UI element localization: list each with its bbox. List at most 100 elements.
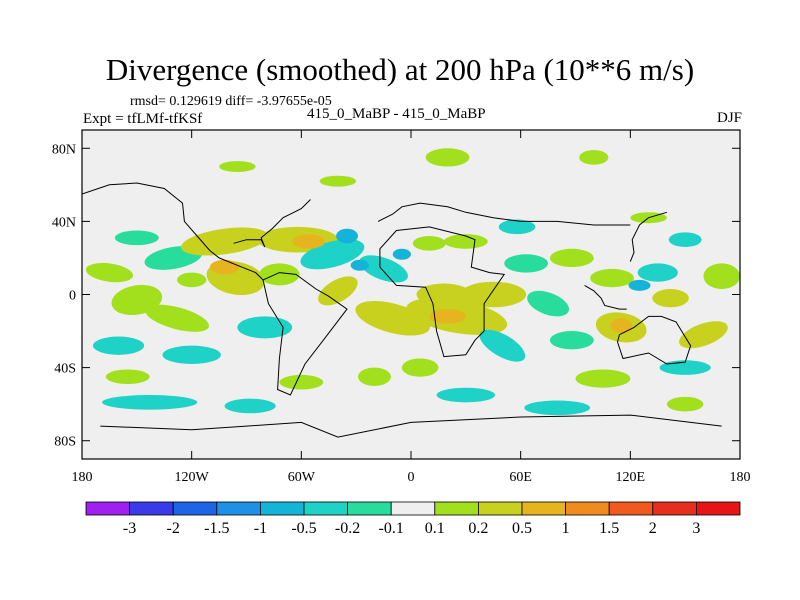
colorbar-swatch-13 bbox=[652, 501, 697, 516]
field-patch-20 bbox=[416, 283, 472, 306]
field-patch-44 bbox=[579, 150, 609, 165]
colorbar-swatch-1 bbox=[129, 501, 174, 516]
colorbar-swatch-3 bbox=[216, 501, 261, 516]
x-tick-label-0: 180 bbox=[72, 470, 93, 485]
colorbar-swatch-5 bbox=[303, 501, 348, 516]
colorbar-swatch-11 bbox=[565, 501, 610, 516]
rmsd-diff-stats: rmsd= 0.129619 diff= -3.97655e-05 bbox=[130, 94, 332, 109]
colorbar-swatch-7 bbox=[390, 501, 436, 516]
field-patch-14 bbox=[105, 369, 150, 385]
season-label: DJF bbox=[716, 110, 742, 126]
field-patch-32 bbox=[549, 248, 594, 268]
x-tick-label-1: 120W bbox=[175, 470, 210, 485]
colorbar-label-13: 3 bbox=[692, 520, 700, 537]
coastline-8 bbox=[233, 199, 311, 248]
field-patch-55 bbox=[336, 228, 358, 244]
field-patch-29 bbox=[443, 234, 488, 249]
colorbar-label-9: 0.5 bbox=[512, 520, 532, 537]
experiment-label: Expt = tfLMf-tfKSf bbox=[83, 111, 203, 127]
field-patch-41 bbox=[549, 331, 594, 350]
field-patch-23 bbox=[401, 358, 439, 377]
field-patch-39 bbox=[652, 289, 689, 308]
field-patch-50 bbox=[209, 259, 240, 275]
field-patch-51 bbox=[292, 234, 326, 249]
field-patch-26 bbox=[524, 400, 591, 416]
field-patch-49 bbox=[279, 374, 324, 390]
colorbar-label-3: -1 bbox=[254, 520, 267, 537]
field-patch-58 bbox=[392, 248, 411, 260]
coastline-2 bbox=[262, 272, 348, 396]
field-patch-36 bbox=[703, 263, 740, 290]
coastline-0 bbox=[377, 202, 631, 226]
coastline-7 bbox=[82, 182, 264, 281]
field-patch-22 bbox=[479, 329, 526, 362]
colorbar-label-6: -0.1 bbox=[379, 520, 404, 537]
colorbar-labels: -3 -2 -1.5 -1 -0.5 -0.2 -0.1 0.1 0.2 0.5 1 1.5 2 3 bbox=[123, 520, 700, 537]
field-patch-30 bbox=[412, 236, 446, 251]
field-patch-53 bbox=[610, 318, 633, 333]
map-background bbox=[82, 130, 740, 459]
colorbar bbox=[85, 501, 741, 516]
colorbar-swatch-10 bbox=[521, 501, 566, 516]
y-tick-label-2: 0 bbox=[69, 289, 76, 304]
case-label: 415_0_MaBP - 415_0_MaBP bbox=[307, 106, 486, 122]
field-patch-40 bbox=[679, 321, 728, 349]
field-patch-56 bbox=[350, 259, 369, 271]
field-patch-12 bbox=[102, 395, 198, 410]
y-tick-label-0: 80N bbox=[52, 142, 76, 157]
field-patch-27 bbox=[575, 369, 631, 388]
field-patch-46 bbox=[219, 161, 256, 173]
colorbar-swatch-4 bbox=[259, 501, 305, 516]
field-patch-47 bbox=[319, 175, 357, 187]
colorbar-label-2: -1.5 bbox=[204, 520, 229, 537]
field-patch-0 bbox=[114, 230, 159, 246]
colorbar-swatch-8 bbox=[434, 501, 479, 516]
field-patch-52 bbox=[429, 309, 466, 324]
field-patch-43 bbox=[666, 396, 704, 412]
field-patch-16 bbox=[359, 255, 408, 283]
field-patch-3 bbox=[181, 227, 269, 256]
field-patch-28 bbox=[504, 254, 549, 273]
colorbar-swatch-14 bbox=[696, 501, 741, 516]
field-patch-57 bbox=[628, 279, 651, 291]
colorbar-label-7: 0.1 bbox=[425, 520, 445, 537]
colorbar-swatch-6 bbox=[347, 501, 392, 516]
field-patch-35 bbox=[668, 232, 702, 247]
field-patch-34 bbox=[637, 263, 678, 282]
colorbar-swatch-2 bbox=[172, 501, 218, 516]
colorbar-label-12: 2 bbox=[649, 520, 657, 537]
x-tick-label-3: 0 bbox=[408, 470, 415, 485]
colorbar-label-5: -0.2 bbox=[335, 520, 360, 537]
field-patch-17 bbox=[318, 276, 358, 306]
field-patch-6 bbox=[259, 263, 300, 286]
field-patch-21 bbox=[460, 281, 527, 308]
field-patch-11 bbox=[237, 316, 293, 339]
x-tick-label-6: 180 bbox=[730, 470, 751, 485]
colorbar-label-4: -0.5 bbox=[291, 520, 316, 537]
x-tick-label-5: 120E bbox=[616, 470, 646, 485]
coastline-5 bbox=[584, 284, 627, 310]
y-axis-labels: 80N 40N 0 40S 80S bbox=[52, 142, 76, 449]
x-tick-label-4: 60E bbox=[509, 470, 532, 485]
x-tick-label-2: 60W bbox=[288, 470, 316, 485]
field-patch-37 bbox=[527, 290, 570, 317]
colorbar-label-0: -3 bbox=[123, 520, 136, 537]
colorbar-label-11: 1.5 bbox=[599, 520, 619, 537]
colorbar-label-1: -2 bbox=[167, 520, 180, 537]
colorbar-swatch-0 bbox=[85, 501, 130, 516]
colorbar-label-10: 1 bbox=[562, 520, 570, 537]
field-patch-33 bbox=[590, 268, 634, 288]
field-patch-45 bbox=[425, 148, 470, 167]
chart-title: Divergence (smoothed) at 200 hPa (10**6 … bbox=[105, 52, 695, 87]
coastline-3 bbox=[100, 414, 722, 438]
colorbar-swatch-9 bbox=[477, 501, 523, 516]
colorbar-swatch-12 bbox=[608, 501, 654, 516]
field-patch-31 bbox=[498, 219, 536, 235]
field-patch-24 bbox=[357, 367, 391, 386]
coastline-6 bbox=[629, 211, 668, 262]
field-patch-10 bbox=[162, 345, 221, 364]
field-patch-1 bbox=[85, 262, 133, 283]
field-patch-42 bbox=[659, 360, 711, 375]
y-tick-label-4: 80S bbox=[54, 435, 76, 450]
axis-ticks bbox=[81, 130, 741, 459]
